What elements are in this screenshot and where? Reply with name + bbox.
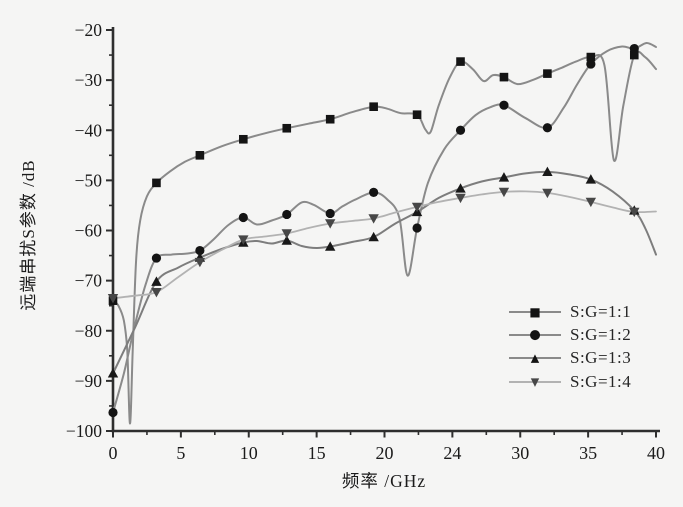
legend-label: S:G=1:4 [570,371,632,391]
svg-text:20: 20 [376,443,394,463]
legend-label: S:G=1:2 [570,325,632,345]
legend-line-sample: ● [509,329,561,342]
x-axis-label: 频率 /GHz [341,471,427,491]
svg-text:30: 30 [511,443,529,463]
svg-text:40: 40 [647,443,665,463]
svg-text:10: 10 [240,443,258,463]
y-axis-label: 远端串扰S参数 /dB [19,159,38,311]
svg-text:24: 24 [443,443,461,463]
legend-item-sg-1-2: ● S:G=1:2 [509,323,631,346]
svg-text:−40: −40 [75,120,103,140]
triangle-up-marker-icon: ▲ [530,351,540,365]
triangle-down-marker-icon: ▼ [530,375,540,389]
svg-text:−100: −100 [66,421,102,441]
legend-label: S:G=1:3 [570,348,632,368]
legend-line-sample: ■ [509,306,561,318]
legend-line-sample: ▲ [509,353,561,364]
svg-text:−50: −50 [75,170,103,190]
circle-marker-icon: ● [529,327,541,343]
svg-text:−70: −70 [75,271,103,291]
legend-item-sg-1-3: ▲ S:G=1:3 [509,347,631,370]
square-marker-icon: ■ [529,304,541,319]
legend-line-sample: ▼ [509,376,561,387]
svg-text:−60: −60 [75,221,103,241]
svg-text:−90: −90 [75,371,103,391]
svg-text:35: 35 [579,443,597,463]
legend-item-sg-1-1: ■ S:G=1:1 [509,300,631,323]
svg-text:−20: −20 [75,20,103,40]
svg-text:0: 0 [109,443,118,463]
svg-text:5: 5 [176,443,185,463]
svg-text:−80: −80 [75,321,103,341]
legend: ■ S:G=1:1 ● S:G=1:2 ▲ S:G=1:3 ▼ S:G=1:4 [509,300,631,394]
svg-text:15: 15 [308,443,326,463]
legend-label: S:G=1:1 [570,301,632,321]
legend-item-sg-1-4: ▼ S:G=1:4 [509,370,631,393]
svg-text:−30: −30 [75,70,103,90]
